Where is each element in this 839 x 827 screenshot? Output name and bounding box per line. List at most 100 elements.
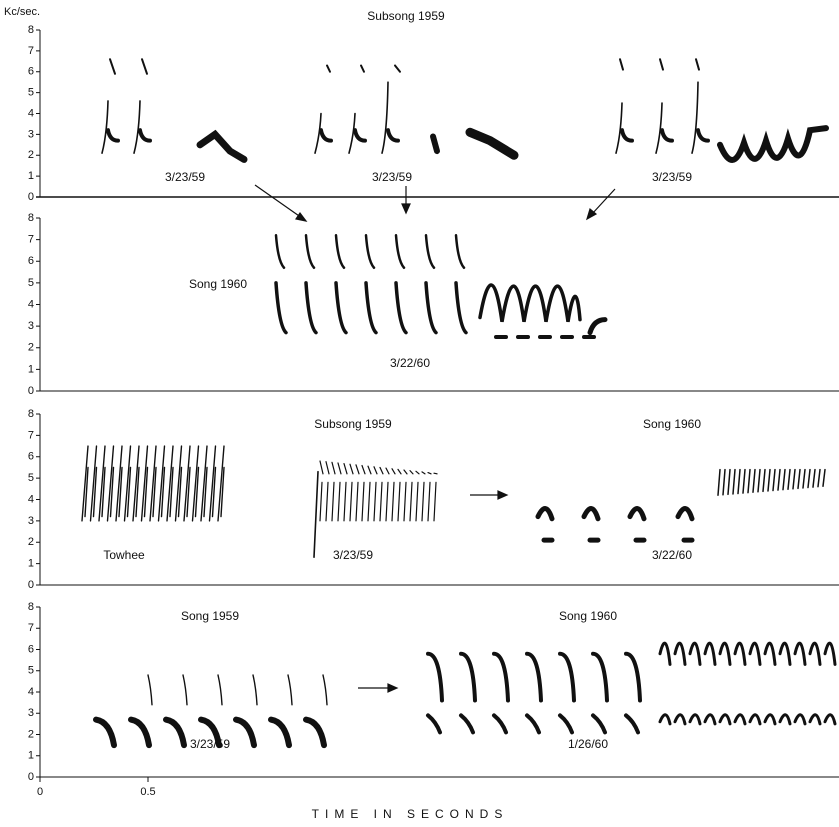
arrow-head (388, 684, 397, 692)
arrow-head (402, 204, 410, 213)
trace (753, 470, 755, 493)
y-tick-label: 8 (28, 408, 34, 420)
trace (82, 446, 88, 521)
trace (823, 470, 825, 487)
trace (96, 720, 114, 746)
trace (326, 462, 329, 521)
trace (142, 59, 147, 74)
figure: Kc/sec. Subsong 1959 3/23/59 3/23/59 3/2… (0, 0, 839, 827)
trace (102, 101, 108, 153)
trace (748, 470, 750, 493)
panel-label: Subsong 1959 (367, 9, 445, 23)
trace (344, 464, 347, 521)
sonogram-traces (82, 59, 835, 745)
x-axis-title: TIME IN SECONDS (312, 807, 509, 821)
y-tick-label: 7 (28, 234, 34, 246)
x-tick-label: 0.5 (140, 786, 155, 798)
trace (620, 59, 623, 69)
trace (656, 103, 662, 153)
trace (428, 654, 442, 701)
trace (795, 643, 805, 664)
y-tick-label: 6 (28, 451, 34, 463)
trace (470, 132, 514, 155)
trace (159, 446, 165, 521)
trace (374, 467, 377, 521)
trace (416, 471, 419, 521)
trace (428, 715, 440, 732)
trace (306, 235, 314, 267)
trace (626, 715, 638, 732)
trace (218, 675, 222, 705)
trace (148, 675, 152, 705)
trace (338, 463, 341, 521)
trace (738, 470, 740, 494)
trace (593, 654, 607, 701)
arrow (592, 189, 615, 214)
trace (422, 472, 425, 521)
trace (271, 720, 289, 746)
y-tick-label: 8 (28, 601, 34, 613)
trace (560, 654, 574, 701)
trace (361, 65, 364, 71)
trace (690, 715, 700, 724)
trace (825, 715, 835, 724)
y-tick-label: 1 (28, 558, 34, 570)
trace (660, 643, 670, 664)
labels: Subsong 1959 3/23/59 3/23/59 3/23/59 Son… (103, 9, 701, 751)
trace (201, 446, 207, 521)
trace (366, 235, 374, 267)
trace (108, 446, 114, 521)
trace (456, 235, 464, 267)
trace (332, 462, 335, 521)
panel-label: 3/23/59 (165, 170, 205, 184)
trace (780, 643, 790, 664)
x-tick-label: 0 (37, 786, 43, 798)
trace (616, 103, 622, 153)
trace (396, 235, 404, 267)
trace (336, 235, 344, 267)
panel-label: 3/22/60 (652, 548, 692, 562)
trace (110, 59, 115, 74)
panel-label: 3/23/59 (333, 548, 373, 562)
y-tick-label: 2 (28, 342, 34, 354)
panel-label: 1/26/60 (568, 737, 608, 751)
trace (142, 446, 148, 521)
trace (660, 715, 670, 724)
panel-label: 3/23/59 (652, 170, 692, 184)
trace (134, 101, 140, 153)
trace (461, 654, 475, 701)
trace (733, 470, 735, 494)
trace (728, 470, 730, 495)
y-tick-label: 2 (28, 149, 34, 161)
panel-label: Song 1960 (189, 277, 247, 291)
panel-label: Subsong 1959 (314, 417, 392, 431)
trace (456, 283, 466, 333)
trace (560, 715, 572, 732)
panel-label: Song 1959 (181, 609, 239, 623)
y-tick-label: 3 (28, 515, 34, 527)
trace (184, 446, 190, 521)
trace (778, 470, 780, 491)
trace (662, 130, 672, 140)
y-unit-label: Kc/sec. (4, 6, 40, 18)
trace (386, 468, 389, 521)
y-tick-label: 1 (28, 750, 34, 762)
trace (426, 235, 434, 267)
trace (584, 509, 598, 519)
trace (718, 470, 720, 496)
y-tick-label: 2 (28, 728, 34, 740)
trace (91, 446, 97, 521)
trace (810, 643, 820, 664)
trace (698, 130, 708, 140)
trace (410, 471, 413, 521)
trace (133, 446, 139, 521)
trace (306, 283, 316, 333)
trace (720, 643, 730, 664)
trace (125, 446, 131, 521)
trace (527, 715, 539, 732)
trace (350, 464, 353, 521)
trace (336, 283, 346, 333)
trace (116, 446, 122, 521)
trace (368, 466, 371, 521)
trace (461, 715, 473, 732)
